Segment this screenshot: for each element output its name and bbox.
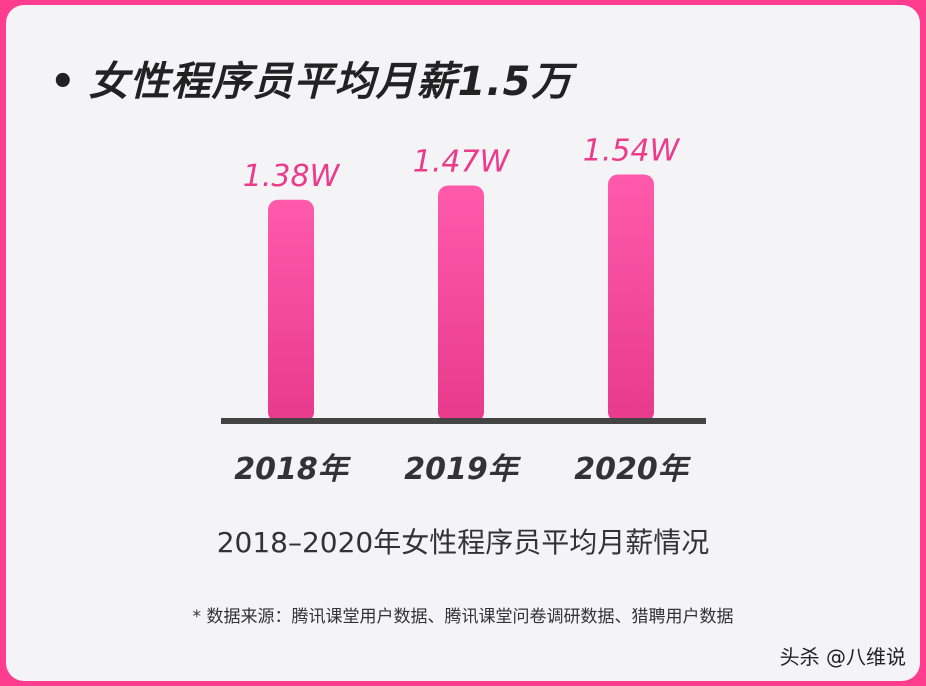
source-note: * 数据来源：腾讯课堂用户数据、腾讯课堂问卷调研数据、猎聘用户数据 [192,607,734,627]
chart-title: 2018–2020年女性程序员平均月薪情况 [216,526,710,559]
x-axis-line [221,418,706,424]
headline-text: 女性程序员平均月薪1.5万 [88,59,573,105]
bar-1 [438,185,484,422]
bar-0 [268,199,314,422]
bullet-icon: • [50,59,77,105]
x-tick-label-1: 2019年 [404,452,521,487]
x-tick-label-2: 2020年 [574,452,691,487]
bar-2 [608,174,654,422]
headline: • 女性程序员平均月薪1.5万 [50,49,572,107]
chart-card: • 女性程序员平均月薪1.5万 1.38W 2018年 1.47W 2019年 1.54W… [6,5,920,681]
data-label-2: 1.54W [583,133,681,168]
data-label-1: 1.47W [413,145,511,180]
x-tick-label-0: 2018年 [234,452,351,487]
data-label-0: 1.38W [243,159,341,194]
bar-chart: 1.38W 2018年 1.47W 2019年 1.54W 2020年 [221,133,706,487]
watermark: 头杀 @八维说 [779,645,906,669]
